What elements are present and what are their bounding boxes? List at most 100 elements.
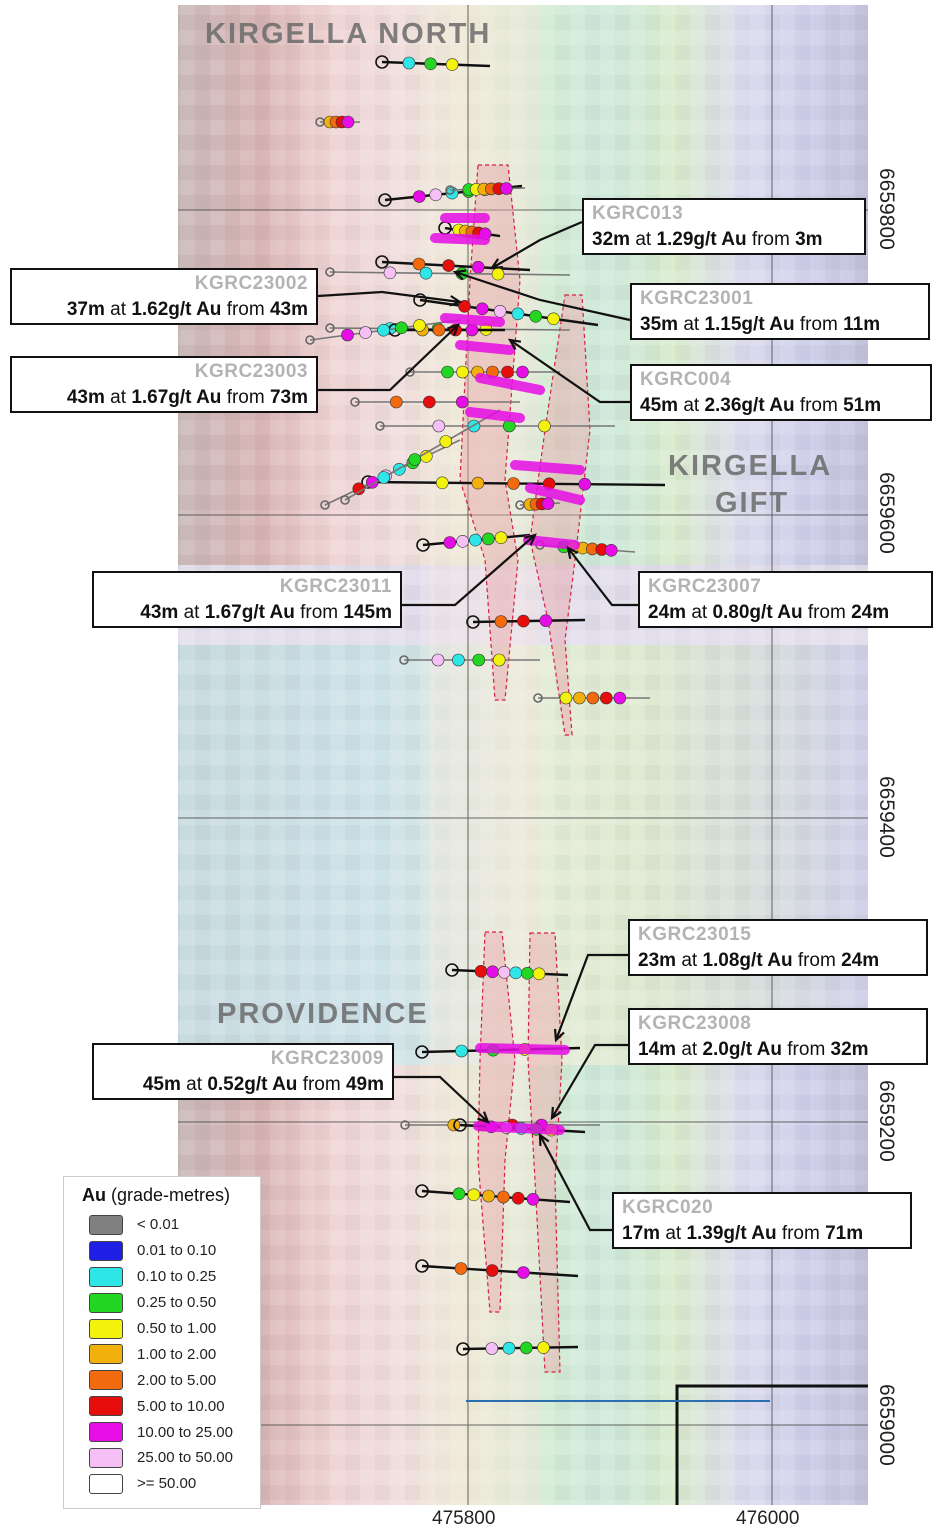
intercept-result: 23m at 1.08g/t Au from 24m [638,950,880,971]
assay-interval [419,266,433,280]
legend-item: 0.01 to 0.10 [74,1238,250,1264]
intercept-result: 14m at 2.0g/t Au from 32m [638,1039,869,1060]
drill-collar [415,1045,429,1059]
assay-interval [469,533,482,547]
legend-label: 25.00 to 50.00 [137,1449,233,1467]
drill-hole-trace [421,1264,579,1278]
assay-interval [471,476,485,490]
drill-collar [378,193,392,207]
callout-leader [491,220,583,269]
hole-id: KGRC23002 [194,273,308,294]
assay-interval [526,1193,540,1206]
drill-collar [416,538,430,552]
assay-interval [389,395,403,409]
legend-item: 2.00 to 5.00 [74,1367,250,1393]
legend-swatch [89,1318,123,1339]
legend-swatch [89,1447,123,1468]
legend-swatch [89,1370,123,1391]
hole-id: KGRC23009 [270,1048,384,1069]
high-grade-interval [455,340,515,355]
high-grade-interval [475,1043,570,1055]
assay-interval [454,1262,468,1275]
assay-interval [538,419,551,433]
callout-arrowhead [477,1111,490,1124]
legend-item: 0.25 to 0.50 [74,1290,250,1316]
assay-interval [455,1044,468,1058]
assay-interval [485,1264,499,1277]
assay-interval [471,260,485,274]
assay-interval [573,691,586,705]
callout-leader [567,547,638,607]
assay-interval [442,259,455,272]
assay-interval [547,312,560,326]
assay-interval [497,965,511,979]
assay-interval [537,1341,550,1354]
assay-interval [497,1190,510,1204]
callout-leaders [317,220,638,1232]
intercept-result: 24m at 0.80g/t Au from 24m [648,602,890,623]
legend-item: 0.50 to 1.00 [74,1316,250,1342]
assay-interval [475,302,489,316]
assay-interval [511,307,525,321]
assay-interval [359,326,372,339]
legend-label: >= 50.00 [137,1475,197,1493]
drill-collar [325,323,335,333]
intercept-result: 17m at 1.39g/t Au from 71m [622,1223,864,1244]
callout-kgrc23007: KGRC23007 24m at 0.80g/t Au from 24m [638,571,933,628]
assay-interval [507,477,520,490]
assay-interval [499,182,513,195]
assay-interval [482,1189,495,1203]
drill-collar [400,1120,410,1130]
drill-collar [445,963,459,977]
callout-leader [317,290,461,304]
northing-label: 6659200 [875,1080,898,1162]
assay-interval [413,319,426,332]
assay-interval [492,653,506,667]
drill-hole-trace [421,1189,571,1204]
callout-arrowhead [524,533,537,546]
intercept-result: 45m at 0.52g/t Au from 49m [142,1074,384,1095]
legend-label: 5.00 to 10.00 [137,1397,225,1415]
assay-interval [481,532,495,546]
legend-items: < 0.01 0.01 to 0.10 0.10 to 0.25 0.25 to 0.… [74,1212,250,1497]
callout-arrowhead [566,545,579,560]
assay-interval [429,188,443,202]
callout-leader [402,534,536,607]
mineralised-lodes [459,164,591,1373]
intercept-result: 37m at 1.62g/t Au from 43m [66,299,308,320]
assay-interval [452,1187,466,1201]
drill-collar [456,1342,470,1356]
drill-collar [405,367,415,377]
prospect-label-kirgella-gift-2: GIFT [715,487,790,519]
prospect-label-providence: PROVIDENCE [217,998,429,1030]
assay-interval [445,58,459,71]
assay-interval [431,653,445,667]
northing-label: 6659800 [875,168,898,250]
assay-interval [472,653,486,667]
hole-id: KGRC004 [640,369,732,390]
legend-swatch [89,1396,123,1417]
high-grade-interval [510,460,585,475]
assay-interval [458,299,471,313]
assay-interval [529,309,543,323]
hole-id: KGRC23008 [638,1013,752,1034]
assay-interval [474,964,488,978]
assay-interval [539,614,553,628]
callout-kgrc004: KGRC004 45m at 2.36g/t Au from 51m [630,364,932,421]
assay-interval [613,691,627,705]
intercept-result: 35m at 1.15g/t Au from 11m [640,314,881,335]
high-grade-interval [430,233,490,245]
legend-swatch [89,1422,123,1443]
drill-hole-trace [381,260,531,272]
assay-interval [432,419,446,433]
legend-label: 1.00 to 2.00 [137,1345,217,1363]
legend-item: 1.00 to 2.00 [74,1341,250,1367]
drill-hole-traces [305,55,666,1356]
legend-label: 10.00 to 25.00 [137,1423,233,1441]
high-grade-interval [473,1121,565,1135]
drill-collar [305,335,315,345]
northing-label: 6659000 [875,1384,898,1466]
high-grade-interval [523,535,580,550]
drill-collar [466,615,480,629]
legend-title: Au (grade-metres) [82,1185,231,1205]
